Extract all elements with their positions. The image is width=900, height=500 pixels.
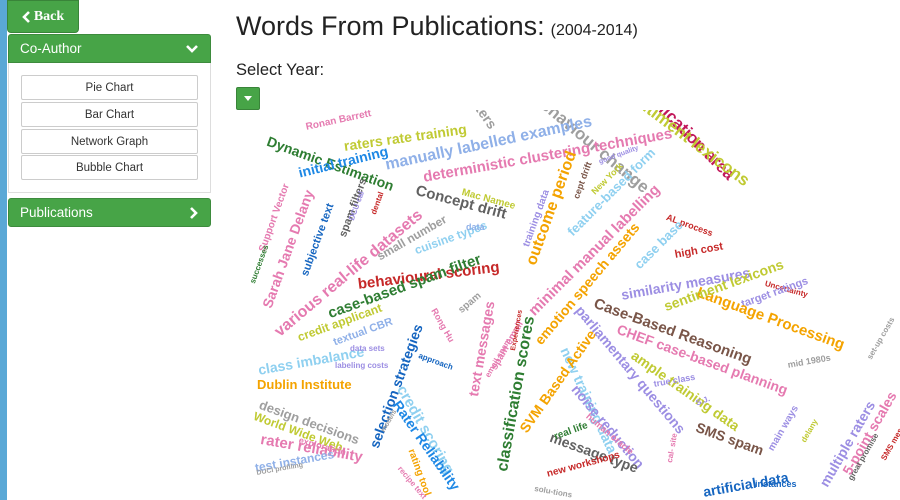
page-title-text: Words From Publications: [236,11,545,41]
coauthor-label: Co-Author [20,41,82,56]
network-graph-button[interactable]: Network Graph [21,129,198,154]
cloud-word: successes [248,243,271,285]
cloud-word: outcome period [523,148,581,268]
year-range: (2004-2014) [550,22,638,39]
bar-chart-button[interactable]: Bar Chart [21,102,198,127]
cloud-word: Rong Hu [429,306,457,344]
chevron-down-icon [186,45,198,53]
back-label: Back [33,8,65,24]
cloud-word: cal- site [665,432,680,464]
pie-chart-button[interactable]: Pie Chart [21,75,198,100]
cloud-word: instances [755,479,797,489]
page-title: Words From Publications: (2004-2014) [236,11,638,42]
back-button[interactable]: Back [7,0,79,33]
sidebar-accent-strip [0,0,7,500]
cloud-word: data sets [350,344,385,353]
publications-panel-header[interactable]: Publications [8,198,211,227]
word-cloud: promising application areastores sentime… [230,110,900,500]
cloud-word: case base [631,217,686,272]
coauthor-panel-body: Pie Chart Bar Chart Network Graph Bubble… [8,63,211,193]
chevron-right-icon [190,206,198,219]
chevron-left-icon [21,10,30,23]
coauthor-panel-header[interactable]: Co-Author [8,34,211,63]
cloud-word: high cost [673,240,725,261]
cloud-word: mid 1980s [786,352,832,370]
cloud-word: approach [417,351,455,372]
cloud-word: delany [799,417,820,444]
cloud-word: dental [369,190,386,216]
publications-label: Publications [20,205,93,220]
select-year-label: Select Year: [236,61,325,79]
year-dropdown-button[interactable] [236,87,260,110]
cloud-word: main ways [766,403,801,453]
cloud-word: set-up costs [865,315,897,361]
caret-down-icon [244,96,252,101]
bubble-chart-button[interactable]: Bubble Chart [21,155,198,180]
cloud-word: data [466,222,485,232]
cloud-word: Dublin Institute [257,377,352,392]
cloud-word: labeling costs [335,361,389,370]
cloud-word: Ronan Barrett [304,110,373,133]
cloud-word: text messages [465,299,498,398]
cloud-word: solu-tions [533,484,573,500]
